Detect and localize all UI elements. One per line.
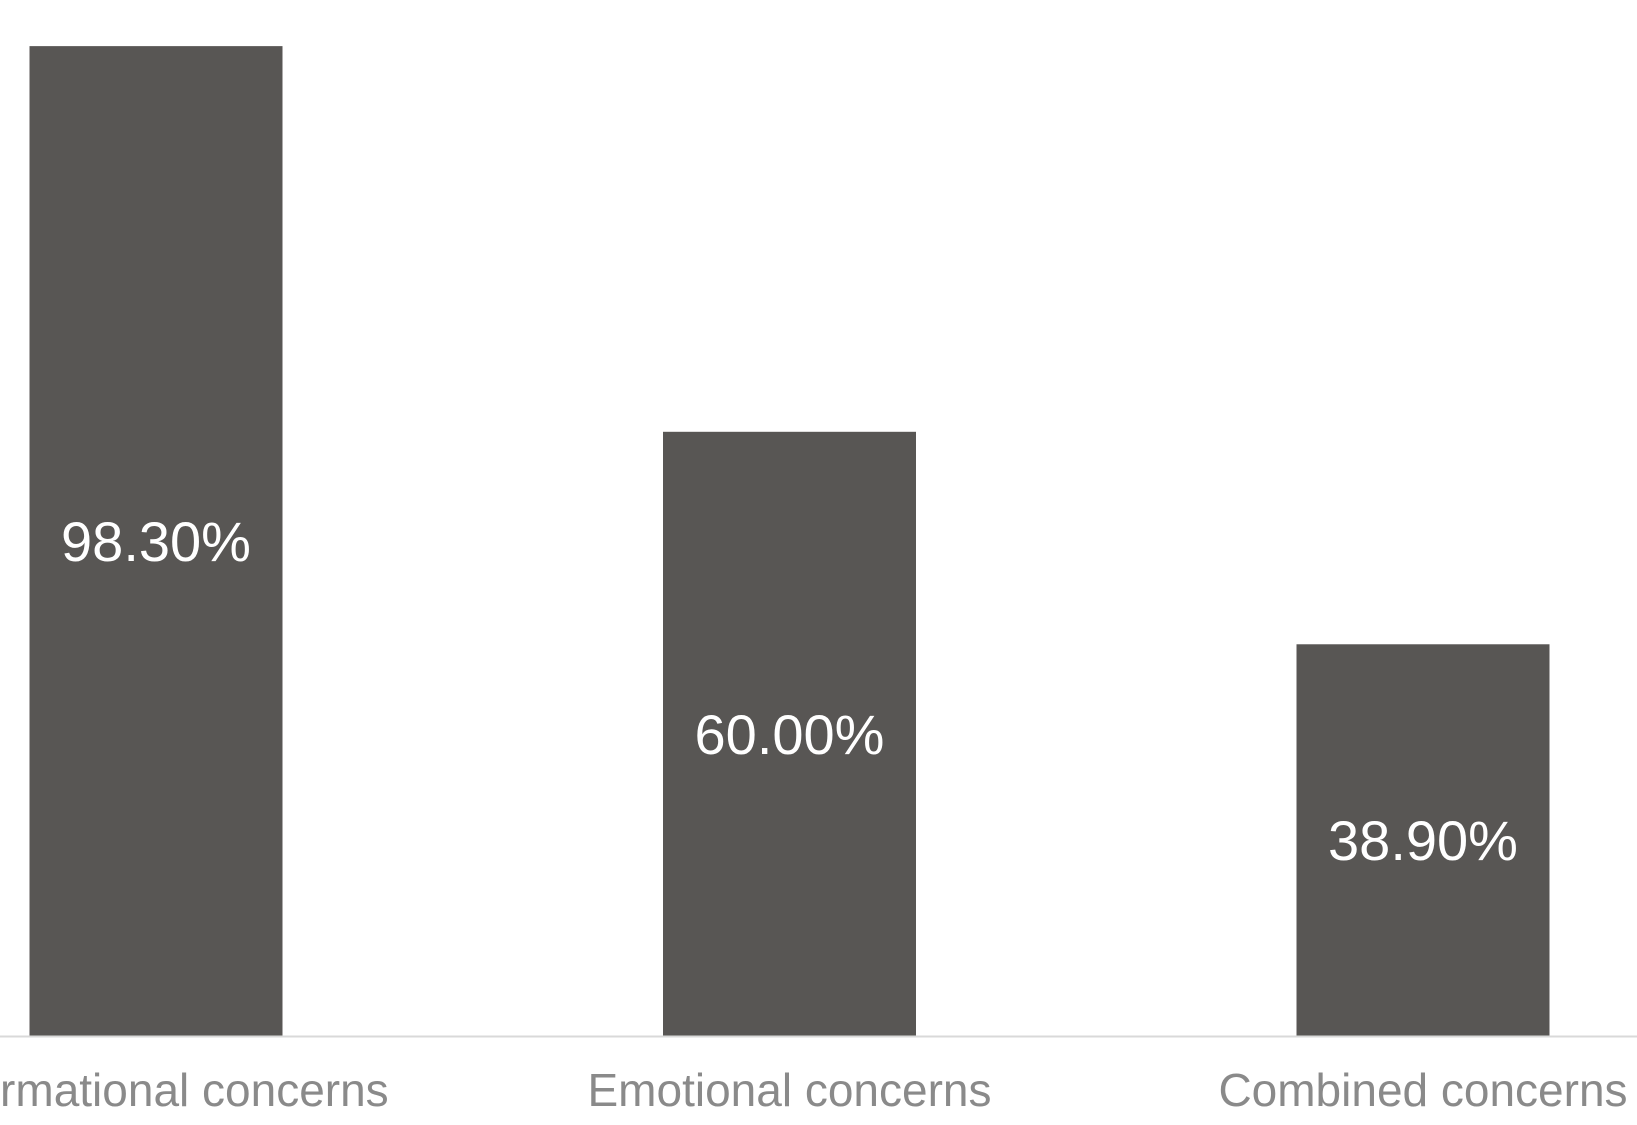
bars-group — [29, 46, 1550, 1036]
bar-1 — [29, 46, 283, 1036]
bar-2 — [663, 431, 916, 1036]
data-label-1: 98.30% — [61, 510, 251, 573]
bar-3 — [1296, 644, 1550, 1036]
data-labels-group: 98.30% 60.00% 38.90% — [61, 510, 1518, 872]
x-tick-label-1: Informational concerns — [0, 1064, 389, 1116]
x-tick-label-2: Emotional concerns — [588, 1064, 992, 1116]
x-tick-labels-group: Informational concerns Emotional concerns… — [0, 1064, 1628, 1116]
x-tick-label-3: Combined concerns — [1218, 1064, 1627, 1116]
data-label-3: 38.90% — [1328, 809, 1518, 872]
data-label-2: 60.00% — [695, 703, 885, 766]
